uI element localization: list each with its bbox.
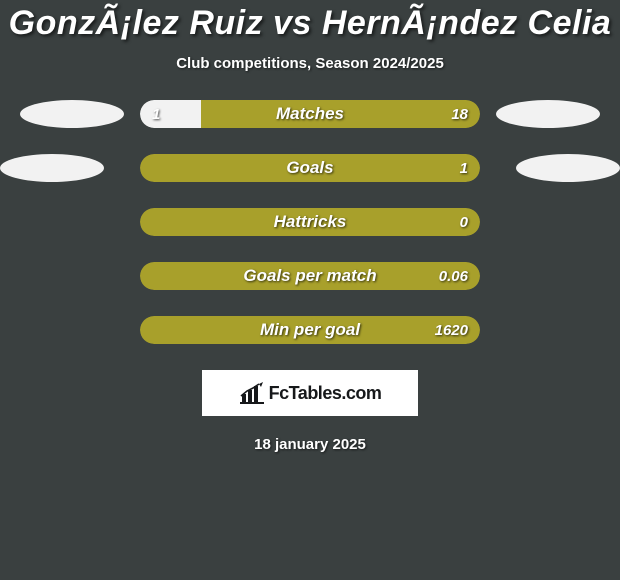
bar-value-right: 0.06 bbox=[439, 262, 468, 290]
stat-rows: 118Matches1Goals0Hattricks0.06Goals per … bbox=[0, 100, 620, 344]
stat-row: 1620Min per goal bbox=[0, 316, 620, 344]
bar-right-fill bbox=[140, 208, 480, 236]
player-oval-left bbox=[20, 100, 124, 128]
stat-row: 0.06Goals per match bbox=[0, 262, 620, 290]
bar-right-fill bbox=[140, 262, 480, 290]
brand-text: FcTables.com bbox=[269, 383, 382, 404]
stat-bar: 0.06Goals per match bbox=[140, 262, 480, 290]
stat-bar: 1Goals bbox=[140, 154, 480, 182]
bar-right-fill bbox=[140, 316, 480, 344]
stat-row: 0Hattricks bbox=[0, 208, 620, 236]
bar-value-left: 1 bbox=[152, 100, 160, 128]
page-subtitle: Club competitions, Season 2024/2025 bbox=[0, 55, 620, 72]
bar-value-right: 1 bbox=[460, 154, 468, 182]
page-title: GonzÃ¡lez Ruiz vs HernÃ¡ndez Celia bbox=[0, 4, 620, 43]
stat-row: 118Matches bbox=[0, 100, 620, 128]
date-line: 18 january 2025 bbox=[0, 436, 620, 453]
brand-inner: FcTables.com bbox=[239, 382, 382, 404]
chart-icon bbox=[239, 382, 265, 404]
bar-right-fill bbox=[140, 154, 480, 182]
left-oval-slot bbox=[20, 100, 140, 128]
stat-bar: 1620Min per goal bbox=[140, 316, 480, 344]
player-oval-right bbox=[496, 100, 600, 128]
brand-box: FcTables.com bbox=[202, 370, 418, 416]
comparison-container: GonzÃ¡lez Ruiz vs HernÃ¡ndez Celia Club … bbox=[0, 0, 620, 453]
right-oval-slot bbox=[480, 154, 600, 182]
stat-bar: 0Hattricks bbox=[140, 208, 480, 236]
right-oval-slot bbox=[480, 100, 600, 128]
left-oval-slot bbox=[20, 154, 140, 182]
bar-value-right: 1620 bbox=[435, 316, 468, 344]
player-oval-right bbox=[516, 154, 620, 182]
bar-value-right: 0 bbox=[460, 208, 468, 236]
stat-bar: 118Matches bbox=[140, 100, 480, 128]
bar-value-right: 18 bbox=[451, 100, 468, 128]
bar-left-fill bbox=[140, 100, 201, 128]
stat-row: 1Goals bbox=[0, 154, 620, 182]
player-oval-left bbox=[0, 154, 104, 182]
bar-right-fill bbox=[201, 100, 480, 128]
